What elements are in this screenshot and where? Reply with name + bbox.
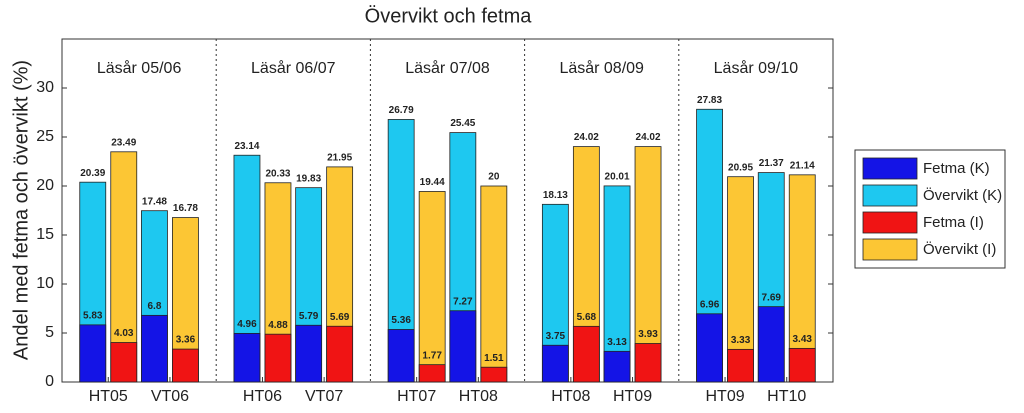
value-label: 26.79 (389, 105, 414, 116)
value-label: 6.96 (700, 299, 720, 310)
value-label: 5.68 (577, 312, 597, 323)
legend-swatch (862, 211, 918, 234)
bar (727, 348, 754, 383)
value-label: 3.43 (793, 334, 813, 345)
value-label: 3.93 (638, 329, 658, 340)
x-tick-label: VT07 (305, 388, 343, 405)
legend-label: Fetma (K) (923, 160, 990, 177)
bar (110, 342, 138, 383)
x-tick-label: HT06 (243, 388, 282, 405)
y-tick-label: 30 (36, 79, 54, 96)
bar (449, 310, 477, 383)
y-tick-label: 25 (36, 128, 54, 145)
value-label: 3.33 (731, 335, 751, 346)
value-label: 19.83 (296, 173, 321, 184)
x-tick-label: HT07 (397, 388, 436, 405)
y-tick-label: 5 (45, 324, 54, 341)
y-axis-label: Andel med fetma och övervikt (%) (10, 60, 32, 360)
legend-swatch (862, 238, 918, 261)
value-label: 3.75 (546, 331, 566, 342)
bar (634, 146, 662, 383)
bar (387, 329, 415, 383)
bar (541, 344, 569, 383)
bar (326, 325, 354, 383)
y-tick-label: 20 (36, 177, 54, 194)
x-tick-label: HT08 (551, 388, 590, 405)
group-label: Läsår 06/07 (251, 59, 336, 77)
x-tick-label: HT09 (705, 388, 744, 405)
value-label: 23.14 (234, 141, 259, 152)
x-tick-label: HT05 (89, 388, 128, 405)
y-tick-label: 15 (36, 226, 54, 243)
value-label: 21.95 (327, 153, 352, 164)
bar (141, 314, 168, 383)
value-label: 1.51 (484, 353, 504, 364)
y-tick-label: 10 (36, 275, 54, 292)
group-label: Läsår 05/06 (97, 59, 182, 77)
value-label: 24.02 (574, 132, 599, 143)
bar (172, 348, 199, 383)
value-label: 7.27 (453, 296, 473, 307)
value-label: 4.88 (268, 320, 288, 331)
bar (788, 174, 816, 383)
bar (233, 332, 261, 383)
chart-title: Övervikt och fetma (365, 5, 533, 27)
value-label: 16.78 (173, 203, 198, 214)
value-label: 20.39 (80, 168, 105, 179)
bar (79, 324, 107, 383)
value-label: 18.13 (543, 190, 568, 201)
value-label: 20 (488, 172, 500, 183)
x-tick-label: VT06 (151, 388, 189, 405)
value-label: 25.45 (450, 118, 475, 129)
value-label: 1.77 (422, 350, 442, 361)
bar (264, 333, 292, 383)
value-label: 5.36 (391, 315, 411, 326)
value-label: 4.03 (114, 328, 134, 339)
value-label: 7.69 (762, 292, 782, 303)
y-tick-label: 0 (45, 373, 54, 390)
x-tick-label: HT08 (459, 388, 498, 405)
value-label: 20.33 (265, 168, 290, 179)
bar (757, 306, 785, 383)
value-label: 20.95 (728, 162, 753, 173)
legend-label: Fetma (I) (923, 214, 984, 231)
bar (418, 364, 446, 383)
value-label: 20.01 (605, 172, 630, 183)
value-label: 5.83 (83, 311, 103, 322)
bar (418, 191, 446, 383)
legend-swatch (862, 184, 918, 207)
value-label: 4.96 (237, 319, 257, 330)
group-label: Läsår 09/10 (714, 59, 799, 77)
legend-swatch (862, 157, 918, 180)
value-label: 5.69 (330, 312, 350, 323)
value-label: 5.79 (299, 311, 319, 322)
x-tick-label: HT09 (613, 388, 652, 405)
value-label: 21.14 (790, 160, 815, 171)
value-label: 17.48 (142, 196, 167, 207)
group-label: Läsår 08/09 (559, 59, 644, 77)
value-label: 24.02 (636, 132, 661, 143)
value-label: 3.36 (176, 335, 196, 346)
bar (480, 366, 508, 383)
bar (480, 185, 508, 383)
value-label: 23.49 (111, 137, 136, 148)
x-tick-label: HT10 (767, 388, 806, 405)
legend-label: Övervikt (I) (923, 240, 996, 258)
bar (295, 324, 323, 383)
value-label: 19.44 (420, 177, 445, 188)
value-label: 6.8 (147, 301, 161, 312)
bar (634, 343, 662, 383)
bar (603, 185, 631, 383)
bar (603, 350, 631, 383)
value-label: 27.83 (697, 95, 722, 106)
legend-label: Övervikt (K) (923, 186, 1002, 204)
value-label: 3.13 (607, 337, 627, 348)
bar (788, 347, 816, 383)
group-label: Läsår 07/08 (405, 59, 490, 77)
bar (572, 325, 600, 383)
value-label: 21.37 (759, 158, 784, 169)
bar (696, 313, 723, 383)
